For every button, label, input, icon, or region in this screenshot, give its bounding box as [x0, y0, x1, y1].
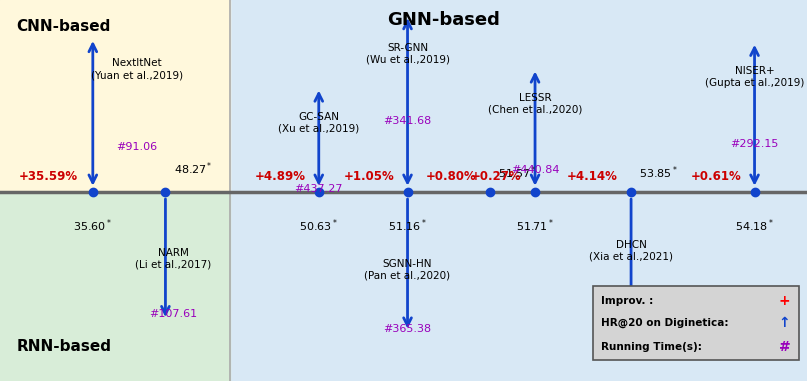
Text: 35.60$^*$: 35.60$^*$ — [73, 217, 112, 234]
Text: #292.15: #292.15 — [730, 139, 779, 149]
Bar — [0, 192, 230, 381]
Text: 51.71$^*$: 51.71$^*$ — [516, 217, 554, 234]
Text: #341.68: #341.68 — [383, 116, 432, 126]
Bar — [0, 0, 230, 192]
Text: SR-GNN
(Wu et al.,2019): SR-GNN (Wu et al.,2019) — [366, 43, 449, 65]
Text: +: + — [779, 294, 790, 307]
Text: #2169.87: #2169.87 — [604, 301, 659, 311]
Text: HR@20 on Diginetica:: HR@20 on Diginetica: — [601, 318, 729, 328]
Text: +4.14%: +4.14% — [567, 170, 618, 183]
Text: +35.59%: +35.59% — [19, 170, 78, 183]
Text: #365.38: #365.38 — [383, 324, 432, 334]
Text: CNN-based: CNN-based — [16, 19, 111, 34]
Text: #: # — [779, 340, 790, 354]
Text: +1.05%: +1.05% — [344, 170, 394, 183]
Text: 53.85$^*$: 53.85$^*$ — [639, 164, 678, 181]
Text: DHCN
(Xia et al.,2021): DHCN (Xia et al.,2021) — [589, 240, 673, 262]
Text: LESSR
(Chen et al.,2020): LESSR (Chen et al.,2020) — [488, 93, 582, 114]
Text: SGNN-HN
(Pan et al.,2020): SGNN-HN (Pan et al.,2020) — [365, 259, 450, 281]
Text: +0.80%: +0.80% — [426, 170, 476, 183]
Text: #107.61: #107.61 — [149, 309, 198, 319]
Text: ↑: ↑ — [779, 316, 790, 330]
Text: NextItNet
(Yuan et al.,2019): NextItNet (Yuan et al.,2019) — [91, 58, 183, 80]
Text: NARM
(Li et al.,2017): NARM (Li et al.,2017) — [136, 248, 211, 269]
Text: 51.16$^*$: 51.16$^*$ — [388, 217, 427, 234]
Text: #437.27: #437.27 — [295, 184, 343, 194]
Text: 54.18$^*$: 54.18$^*$ — [735, 217, 774, 234]
Text: +0.27%: +0.27% — [471, 170, 521, 183]
FancyBboxPatch shape — [593, 286, 799, 360]
Text: NISER+
(Gupta et al.,2019): NISER+ (Gupta et al.,2019) — [705, 66, 805, 88]
Text: #440.84: #440.84 — [511, 165, 559, 175]
Text: GNN-based: GNN-based — [387, 11, 500, 29]
Text: 50.63$^*$: 50.63$^*$ — [299, 217, 338, 234]
Text: Improv. :: Improv. : — [601, 296, 654, 306]
Text: #91.06: #91.06 — [117, 142, 157, 152]
Text: +4.89%: +4.89% — [254, 170, 306, 183]
Text: +0.61%: +0.61% — [691, 170, 741, 183]
Text: 48.27$^*$: 48.27$^*$ — [174, 160, 212, 177]
Text: 51.57$^*$: 51.57$^*$ — [498, 164, 537, 181]
Text: Running Time(s):: Running Time(s): — [601, 342, 702, 352]
Text: RNN-based: RNN-based — [16, 339, 111, 354]
Text: GC-SAN
(Xu et al.,2019): GC-SAN (Xu et al.,2019) — [278, 112, 359, 133]
